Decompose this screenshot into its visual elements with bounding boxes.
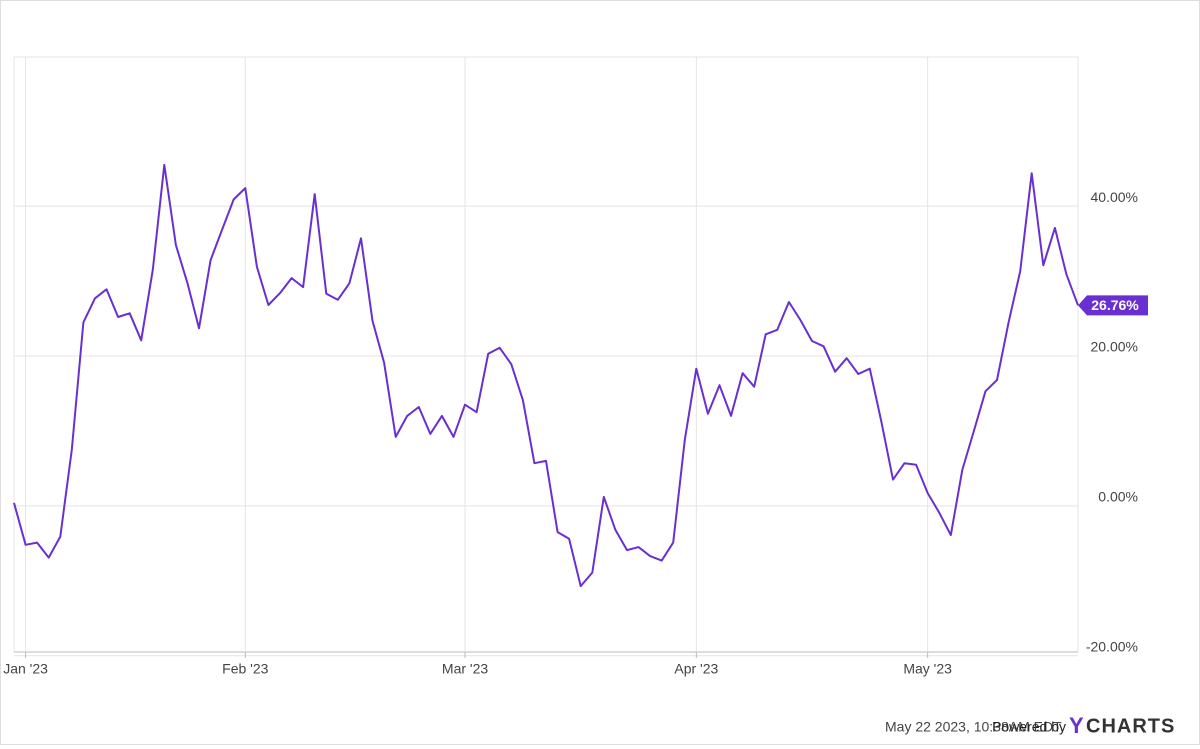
x-tick-label: Jan '23 — [3, 661, 48, 677]
timestamp: May 22 2023, 10:38AM EDT. — [885, 719, 1064, 735]
brand-y: Y — [1069, 713, 1084, 738]
y-tick-label: 20.00% — [1091, 339, 1138, 355]
x-tick-label: May '23 — [903, 661, 952, 677]
x-tick-label: Apr '23 — [674, 661, 718, 677]
powered-by: Powered by — [992, 719, 1066, 735]
x-tick-label: Feb '23 — [222, 661, 268, 677]
y-tick-label: -20.00% — [1086, 638, 1138, 654]
y-tick-label: 0.00% — [1098, 489, 1138, 505]
line-series — [13, 163, 1079, 588]
plot-area — [13, 56, 1079, 653]
last-value-tag — [1078, 295, 1148, 316]
x-tick-label: Mar '23 — [442, 661, 488, 677]
y-tick-label: 40.00% — [1091, 189, 1138, 205]
brand: CHARTS — [1086, 715, 1175, 737]
last-value-label: 26.76% — [1091, 297, 1139, 313]
